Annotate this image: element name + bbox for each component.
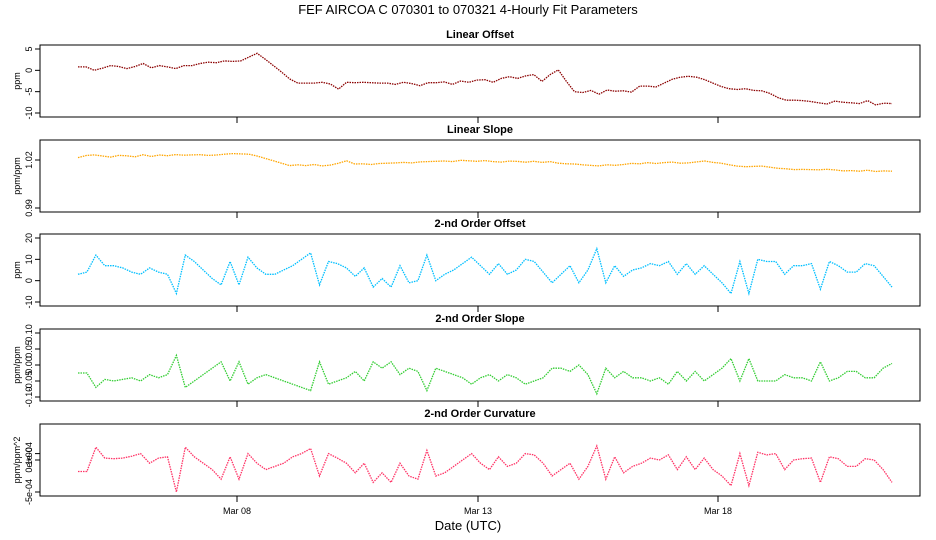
y-tick-label: -10 <box>24 106 34 119</box>
y-tick-label: 0.00 <box>24 356 34 374</box>
panel-frame <box>39 233 921 307</box>
panel-frame <box>39 139 921 213</box>
series-line <box>77 152 893 173</box>
panel-frame <box>39 423 921 497</box>
y-axis-label: ppm/ppm^2 <box>12 437 22 484</box>
y-axis-label: ppm <box>12 261 22 279</box>
y-tick-label: 0 <box>24 278 34 283</box>
y-tick-label: 0 <box>24 68 34 73</box>
x-axis-label: Date (UTC) <box>435 518 501 533</box>
y-tick-label: 0e+00 <box>24 447 34 472</box>
panel-1: Linear Offset -10 -5 0 5 ppm <box>12 29 921 123</box>
panel-title: Linear Slope <box>447 124 513 136</box>
panel-frame <box>39 44 921 118</box>
y-axis-label: ppm <box>12 72 22 90</box>
y-tick-label: -0.10 <box>24 387 34 408</box>
series-line <box>78 443 893 493</box>
y-tick-label: 0.10 <box>24 324 34 342</box>
y-tick-label: -5 <box>24 88 34 96</box>
y-axis-label: ppm/ppm <box>12 157 22 195</box>
series-line <box>78 353 893 396</box>
panels: Linear Offset -10 -5 0 5 ppm Linear Slope 0.99 1… <box>12 29 921 505</box>
y-tick-label: 0.05 <box>24 340 34 358</box>
y-tick-label: -10 <box>24 295 34 308</box>
y-tick-label: 0.99 <box>24 199 34 217</box>
panel-title: 2-nd Order Slope <box>435 313 524 325</box>
x-tick-label: Mar 13 <box>464 506 492 516</box>
main-title: FEF AIRCOA C 070301 to 070321 4-Hourly F… <box>298 2 638 17</box>
x-axis: Mar 08 Mar 13 Mar 18 <box>223 506 732 516</box>
series-line <box>77 246 893 296</box>
x-tick-label: Mar 18 <box>704 506 732 516</box>
y-tick-label: 1.02 <box>24 151 34 169</box>
panel-3: 2-nd Order Offset -10 0 10 20 ppm <box>12 218 921 312</box>
series-line <box>78 52 893 106</box>
panel-title: 2-nd Order Offset <box>434 218 525 230</box>
y-tick-label: 5 <box>24 46 34 51</box>
x-tick-label: Mar 08 <box>223 506 251 516</box>
panel-title: Linear Offset <box>446 29 514 41</box>
y-axis-label: ppm/ppm <box>12 346 22 384</box>
y-tick-label: 10 <box>24 254 34 264</box>
y-tick-label: 1e-04 <box>24 442 34 465</box>
y-tick-label: -0.05 <box>24 371 34 392</box>
y-tick-label: -5e-04 <box>24 479 34 505</box>
panel-4: 2-nd Order Slope -0.10-0.050.000.050.10pp… <box>12 313 921 408</box>
panel-5: 2-nd Order Curvature -5e-04 0e+001e-04ppm/… <box>12 408 921 505</box>
panel-title: 2-nd Order Curvature <box>424 408 535 420</box>
y-tick-label: 20 <box>24 233 34 243</box>
